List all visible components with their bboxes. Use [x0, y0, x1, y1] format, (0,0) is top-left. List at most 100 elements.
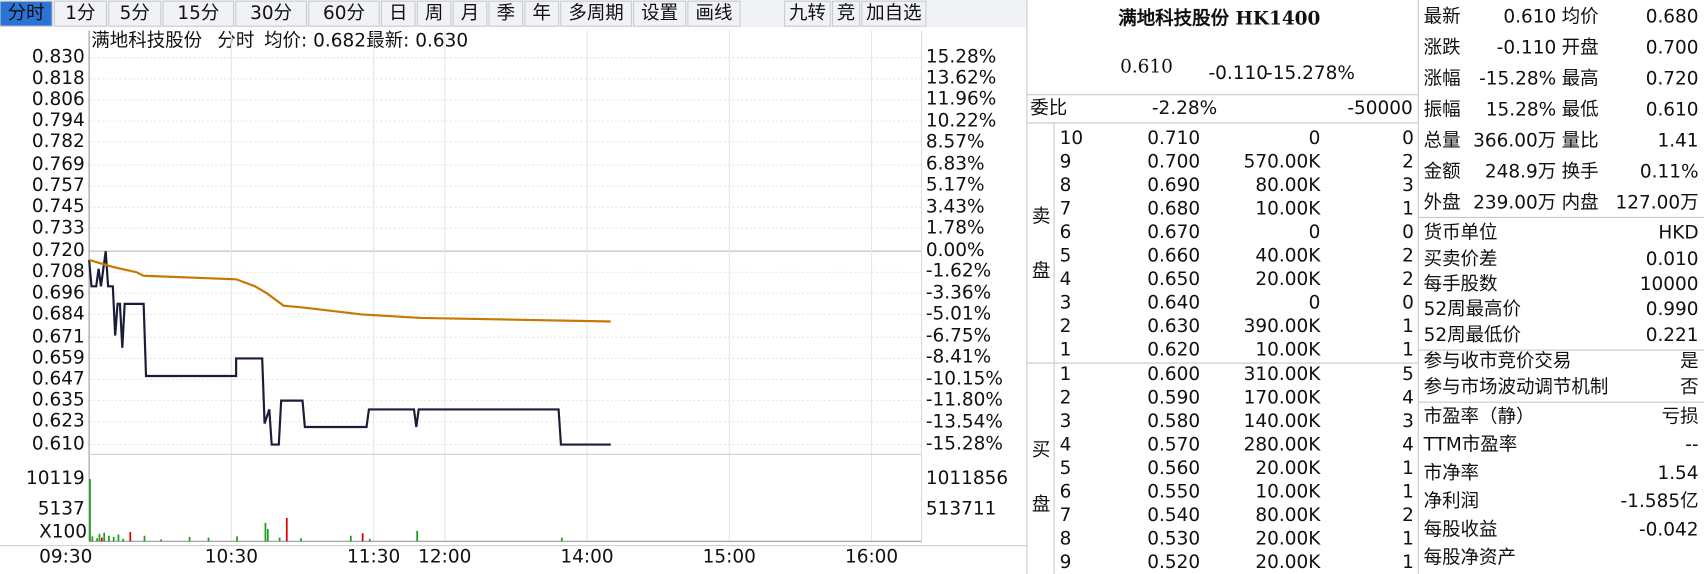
order-volume: 10.00K: [1255, 481, 1321, 502]
y-tick-label: 0.818: [32, 68, 85, 89]
volume-bar: [349, 535, 352, 542]
info-value: --: [1685, 435, 1698, 456]
y-tick-label: 0.782: [32, 131, 85, 152]
toolbar-button[interactable]: 年: [532, 3, 550, 24]
volume-bar: [91, 536, 94, 542]
toolbar-button-bg[interactable]: [488, 0, 524, 27]
volume-bar: [112, 536, 115, 542]
y-tick-label: 0.806: [32, 89, 85, 110]
level: 2: [1060, 316, 1072, 337]
price-line: [88, 258, 611, 323]
toolbar-button-bg[interactable]: [108, 0, 162, 27]
toolbar-button[interactable]: 加自选: [866, 3, 921, 24]
order-count: 4: [1402, 387, 1414, 408]
stat-value: 0.700: [1646, 37, 1699, 58]
stat-label: 总量: [1424, 130, 1461, 151]
toolbar-button-bg[interactable]: [831, 0, 861, 27]
toolbar-button-bg[interactable]: [861, 0, 927, 27]
y2-tick-label: 8.57%: [926, 132, 985, 153]
info-label: 每手股数: [1424, 274, 1498, 295]
toolbar-button[interactable]: 月: [461, 3, 479, 24]
weibi-ratio: -2.28%: [1152, 98, 1217, 119]
order-price: 0.520: [1147, 552, 1200, 573]
y-tick-label: 0.659: [32, 347, 85, 368]
order-volume: 310.00K: [1244, 364, 1322, 385]
stat-label: 最高: [1562, 68, 1599, 89]
y2-tick-label: -8.41%: [926, 347, 991, 368]
toolbar-button-bg[interactable]: [53, 0, 108, 27]
toolbar-button-bg[interactable]: [560, 0, 632, 27]
toolbar-button-bg[interactable]: [416, 0, 452, 27]
volume-bar: [89, 478, 91, 542]
side-label: 买: [1032, 440, 1050, 461]
toolbar-button[interactable]: 分时: [8, 3, 45, 24]
level: 8: [1060, 175, 1072, 196]
avg-label: 均价: 0.682: [264, 30, 366, 51]
toolbar-button[interactable]: 设置: [641, 3, 678, 24]
y-tick-label: 0.769: [32, 154, 85, 175]
toolbar-button[interactable]: 竞: [837, 3, 855, 24]
stat-label: 振幅: [1424, 99, 1461, 120]
level: 6: [1060, 222, 1072, 243]
toolbar-button-bg[interactable]: [524, 0, 560, 27]
stat-label: 涨跌: [1424, 37, 1461, 58]
level: 5: [1060, 458, 1072, 479]
order-volume: 10.00K: [1255, 199, 1321, 220]
toolbar-button-bg[interactable]: [784, 0, 831, 27]
toolbar-button-bg[interactable]: [162, 0, 235, 27]
order-count: 4: [1402, 434, 1414, 455]
toolbar-button[interactable]: 30分: [250, 3, 292, 24]
order-price: 0.670: [1147, 222, 1200, 243]
toolbar-button[interactable]: 画线: [696, 3, 733, 24]
stock-title: 满地科技股份 HK1400: [1118, 8, 1320, 30]
toolbar-button[interactable]: 15分: [177, 3, 219, 24]
stat-value: 0.11%: [1640, 161, 1699, 182]
toolbar-button[interactable]: 日: [389, 3, 407, 24]
change: -0.110: [1208, 63, 1268, 84]
volume-tick-label: 513711: [926, 499, 997, 520]
order-count: 1: [1402, 339, 1414, 360]
chart-mode: 分时: [217, 30, 254, 51]
stat-value: 127.00万: [1615, 192, 1698, 213]
y-tick-label: 0.623: [32, 411, 85, 432]
toolbar-button[interactable]: 周: [425, 3, 443, 24]
toolbar-button-bg[interactable]: [687, 0, 741, 27]
order-volume: 20.00K: [1255, 269, 1321, 290]
info-label: TTM市盈率: [1423, 435, 1518, 456]
y2-tick-label: -11.80%: [926, 390, 1003, 411]
toolbar-button-bg[interactable]: [308, 0, 380, 27]
volume-tick-label: 1011856: [926, 468, 1008, 489]
y2-tick-label: -3.36%: [926, 283, 991, 304]
level: 1: [1060, 339, 1072, 360]
toolbar-button[interactable]: 季: [497, 3, 515, 24]
info-value: 是: [1680, 351, 1698, 372]
toolbar-button[interactable]: 多周期: [568, 3, 623, 24]
toolbar-button-bg[interactable]: [235, 0, 308, 27]
order-count: 1: [1402, 316, 1414, 337]
stat-value: 366.00万: [1473, 130, 1556, 151]
y-tick-label: 0.610: [32, 434, 85, 455]
toolbar-button-bg[interactable]: [380, 0, 416, 27]
x-tick-label: 16:00: [845, 547, 898, 568]
toolbar-button[interactable]: 5分: [120, 3, 150, 24]
stat-label: 换手: [1562, 161, 1599, 182]
y2-tick-label: 1.78%: [926, 218, 985, 239]
toolbar-button[interactable]: 九转: [789, 3, 826, 24]
stat-value: 239.00万: [1473, 192, 1556, 213]
stat-label: 外盘: [1424, 192, 1461, 213]
toolbar-button[interactable]: 60分: [323, 3, 365, 24]
stat-value: 0.720: [1646, 68, 1699, 89]
toolbar-button[interactable]: 1分: [65, 3, 95, 24]
toolbar-button-bg[interactable]: [452, 0, 488, 27]
info-label: 52周最低价: [1424, 325, 1521, 346]
stat-value: 0.610: [1646, 99, 1699, 120]
side-label: 盘: [1032, 494, 1050, 515]
stat-value: 248.9万: [1485, 161, 1556, 182]
last-price: 0.610: [1120, 56, 1173, 77]
y-tick-label: 0.671: [32, 326, 85, 347]
y-tick-label: 0.757: [32, 175, 85, 196]
toolbar-button-bg[interactable]: [633, 0, 687, 27]
toolbar-button-bg[interactable]: [0, 0, 53, 27]
level: 2: [1060, 387, 1072, 408]
volume-bar: [160, 539, 162, 542]
